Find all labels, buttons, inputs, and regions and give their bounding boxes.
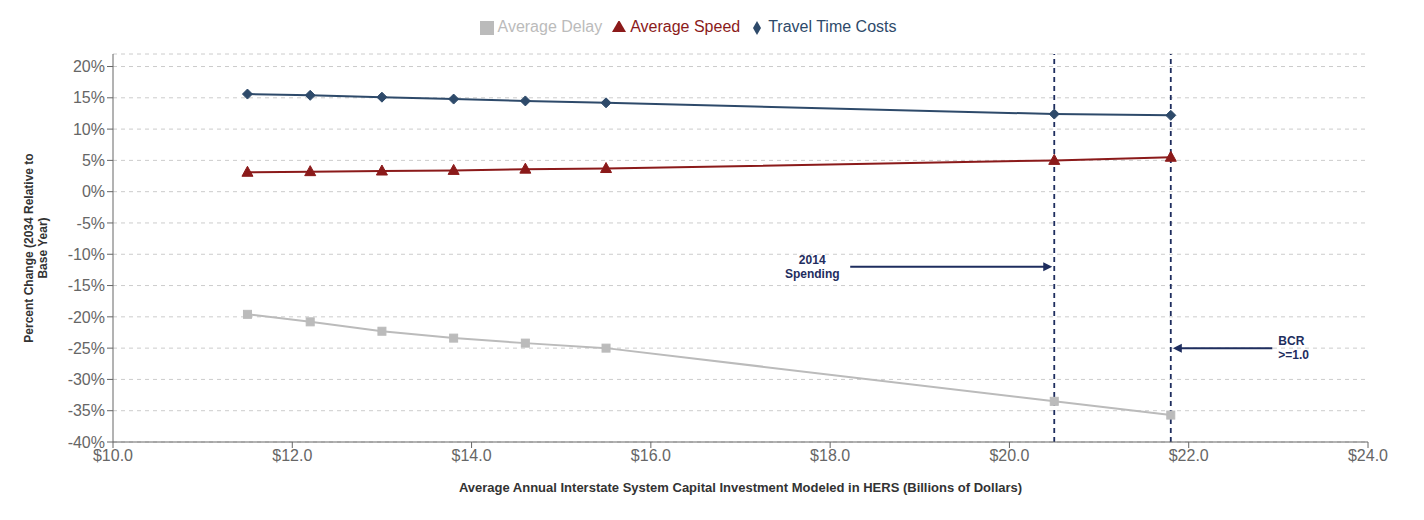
svg-text:-25%: -25% [68,340,105,357]
svg-text:-15%: -15% [68,277,105,294]
svg-text:-10%: -10% [68,246,105,263]
svg-text:0%: 0% [82,183,105,200]
svg-text:Average Annual Interstate Syst: Average Annual Interstate System Capital… [459,480,1022,495]
svg-text:$10.0: $10.0 [93,447,133,465]
svg-text:$24.0: $24.0 [1348,447,1388,464]
html-text:Average Speed: Average Speed [630,18,741,35]
svg-text:15%: 15% [73,89,105,106]
svg-text:-20%: -20% [68,309,105,326]
svg-text:Percent Change (2034 Relative: Percent Change (2034 Relative toBase Yea… [22,153,50,342]
svg-text:$20.0: $20.0 [989,447,1029,464]
svg-text:5%: 5% [82,152,105,169]
svg-text:-5%: -5% [77,215,105,232]
svg-text:-30%: -30% [68,371,105,388]
svg-text:$12.0: $12.0 [272,447,312,464]
svg-text:$18.0: $18.0 [810,447,850,464]
svg-text:-40%: -40% [68,434,105,451]
svg-text:$16.0: $16.0 [631,447,671,464]
html-text:Travel Time Costs: Travel Time Costs [768,18,897,35]
svg-text:$22.0: $22.0 [1169,447,1209,464]
html-text:Average Delay: Average Delay [497,18,603,35]
svg-text:BCR>=1.0: BCR>=1.0 [1278,334,1309,362]
svg-text:20%: 20% [73,58,105,75]
svg-text:2014Spending: 2014Spending [785,253,840,281]
svg-text:-35%: -35% [68,402,105,419]
svg-text:10%: 10% [73,121,105,138]
svg-text:$14.0: $14.0 [452,447,492,464]
